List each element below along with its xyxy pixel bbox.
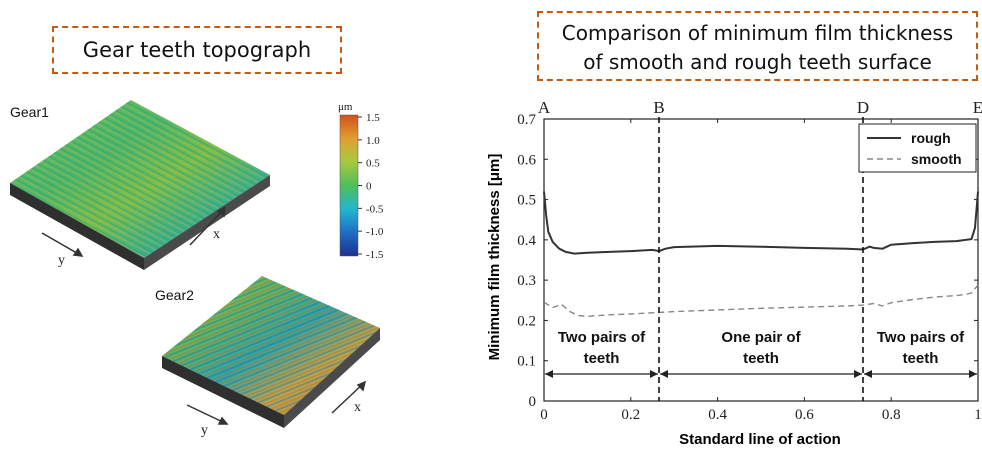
chart-legend: rough smooth xyxy=(858,123,977,173)
region-label-line1: One pair of xyxy=(721,329,801,346)
region-label-line1: Two pairs of xyxy=(877,329,965,346)
legend-box xyxy=(858,123,977,173)
colorbar-tick-label: -1.5 xyxy=(366,249,384,261)
x-tick-label: 1 xyxy=(974,407,982,423)
colorbar-tick-label: 1.0 xyxy=(366,135,380,147)
y-tick-label: 0.1 xyxy=(517,354,536,370)
gear2-surface xyxy=(162,276,380,428)
x-tick-label: 0.4 xyxy=(708,407,727,423)
gear1-x-axis-label: x xyxy=(213,227,220,242)
right-title-line1: Comparison of minimum film thickness xyxy=(561,21,954,45)
gear-topography-figure: y x y x μm 1.5 1.0 0.5 0 -0.5 -1.0 -1.5 xyxy=(10,100,384,438)
region-arrowhead-right xyxy=(969,370,977,378)
right-title-line2: of smooth and rough teeth surface xyxy=(583,50,932,74)
colorbar-tick-label: 1.5 xyxy=(366,112,380,124)
gear2-label: Gear2 xyxy=(155,287,194,303)
plot-area-frame xyxy=(543,118,979,402)
x-tick-label: 0.2 xyxy=(621,407,640,423)
point-label-B: B xyxy=(653,98,664,117)
y-tick-label: 0 xyxy=(529,394,537,410)
point-label-D: D xyxy=(857,98,869,117)
y-tick-label: 0.2 xyxy=(517,313,536,329)
y-tick-label: 0.4 xyxy=(517,233,536,249)
series-line-smooth xyxy=(543,284,979,318)
right-panel-title: Comparison of minimum film thickness of … xyxy=(537,11,978,81)
gear1-axis-arrows xyxy=(41,206,226,257)
colorbar-unit: μm xyxy=(338,101,353,113)
x-axis-label: Standard line of action xyxy=(679,431,841,448)
gear1-label: Gear1 xyxy=(10,104,49,120)
region-arrowhead-right xyxy=(853,370,862,378)
colorbar-tick-label: 0 xyxy=(366,181,372,193)
region-arrowhead-right xyxy=(650,370,659,378)
x-tick-label: 0 xyxy=(540,407,548,423)
y-tick-label: 0.7 xyxy=(517,112,536,128)
gear2-x-axis-label: x xyxy=(354,400,361,415)
gear1-surface xyxy=(10,100,270,270)
region-arrowhead-left xyxy=(863,370,872,378)
legend-label-smooth: smooth xyxy=(911,151,962,167)
y-tick-label: 0.5 xyxy=(517,193,536,209)
region-label-line2: teeth xyxy=(743,350,779,367)
point-label-A: A xyxy=(538,98,551,117)
region-arrowhead-left xyxy=(660,370,669,378)
colorbar-tick-label: -0.5 xyxy=(366,203,384,215)
region-label-line2: teeth xyxy=(584,350,620,367)
y-tick-label: 0.3 xyxy=(517,273,536,289)
x-tick-label: 0.8 xyxy=(882,407,901,423)
region-arrowhead-left xyxy=(545,370,553,378)
gear2-y-axis-label: y xyxy=(201,423,208,438)
point-label-E: E xyxy=(973,98,982,117)
region-label-line2: teeth xyxy=(903,350,939,367)
region-label-line1: Two pairs of xyxy=(558,329,646,346)
colorbar-tick-label: 0.5 xyxy=(366,158,380,170)
y-tick-label: 0.6 xyxy=(517,152,536,168)
series-line-rough xyxy=(543,191,979,255)
legend-label-rough: rough xyxy=(911,130,951,146)
gear1-y-axis-label: y xyxy=(58,253,65,268)
colorbar: μm 1.5 1.0 0.5 0 -0.5 -1.0 -1.5 xyxy=(338,101,384,261)
left-panel-title: Gear teeth topograph xyxy=(52,26,342,74)
colorbar-tick-label: -1.0 xyxy=(366,226,384,238)
gear2-axis-arrows xyxy=(186,380,367,425)
y-axis-label: Minimum film thickness [μm] xyxy=(486,154,503,361)
x-tick-label: 0.6 xyxy=(795,407,814,423)
